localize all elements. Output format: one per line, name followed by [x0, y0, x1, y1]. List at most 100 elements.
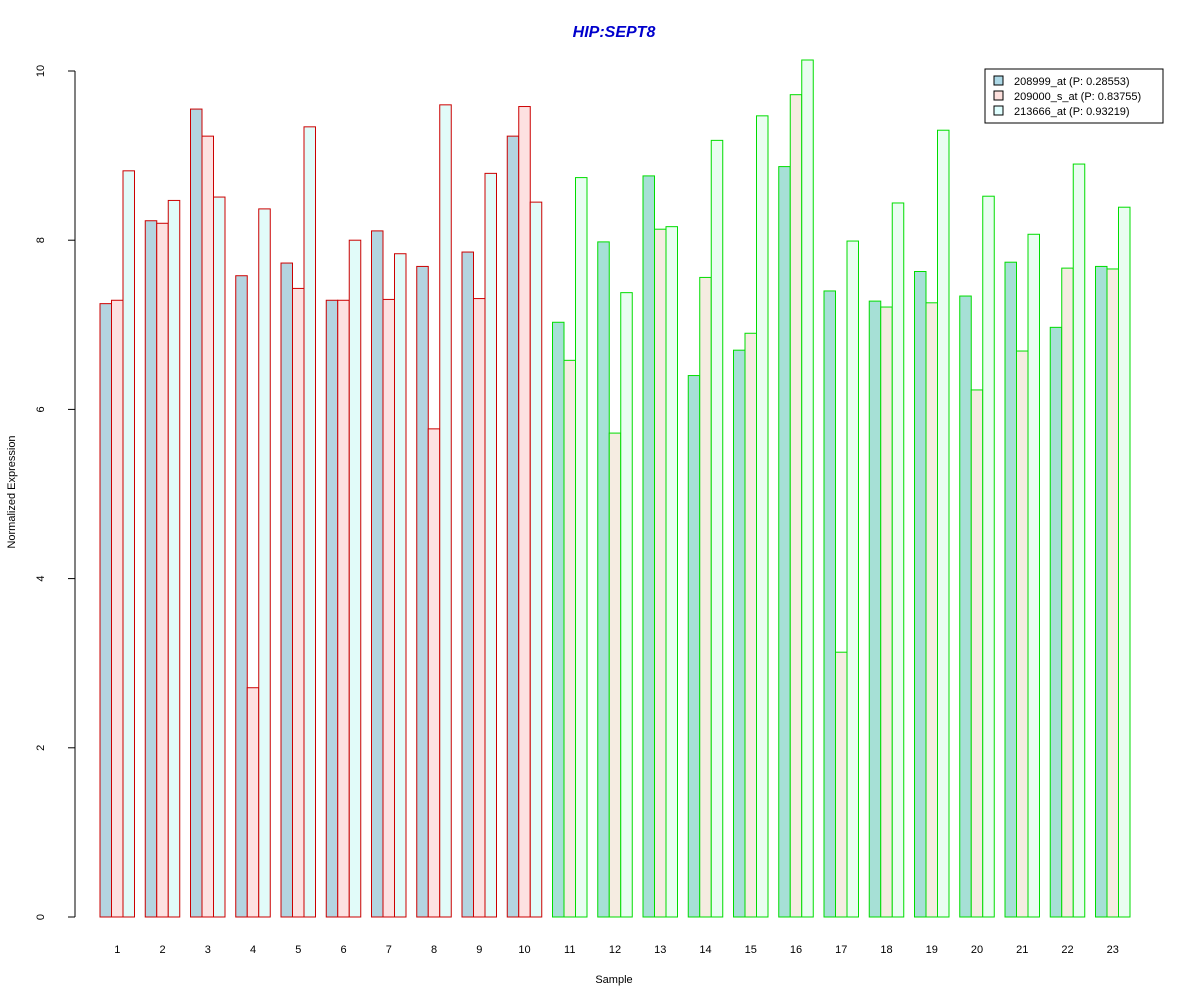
bar: [1049, 326, 1063, 918]
x-axis-label: Sample: [595, 974, 632, 986]
x-tick-label: 5: [295, 944, 301, 956]
bar: [427, 428, 441, 918]
bar: [744, 332, 757, 918]
x-tick-label: 18: [880, 944, 892, 956]
bar: [246, 687, 260, 918]
bar: [111, 299, 124, 918]
bar: [337, 299, 350, 918]
bar: [575, 177, 588, 918]
x-tick-label: 1: [114, 944, 120, 956]
x-tick-label: 13: [654, 944, 666, 956]
bar: [620, 292, 633, 918]
legend-label: 213666_at (P: 0.93219): [1014, 106, 1130, 118]
bar-group: [99, 59, 1131, 918]
bar: [914, 271, 927, 918]
x-tick-label: 15: [745, 944, 757, 956]
bar: [518, 106, 531, 918]
y-tick-label: 8: [35, 237, 47, 243]
bar: [597, 241, 610, 918]
bar: [1027, 233, 1040, 918]
bar: [201, 135, 214, 918]
bar: [959, 295, 972, 918]
bar: [280, 262, 293, 918]
x-tick-label: 6: [340, 944, 346, 956]
bar: [325, 299, 339, 918]
bar: [710, 139, 724, 918]
legend-box: [984, 68, 1164, 124]
bar: [846, 240, 859, 918]
y-tick-label: 4: [35, 576, 47, 582]
x-tick-label: 2: [159, 944, 165, 956]
bar: [699, 276, 712, 918]
y-tick-label: 6: [35, 406, 47, 412]
y-tick-label: 2: [35, 745, 47, 751]
bar: [167, 199, 181, 918]
x-tick-label: 14: [699, 944, 711, 956]
bar: [687, 375, 701, 918]
x-tick-label: 16: [790, 944, 802, 956]
x-tick-label: 20: [971, 944, 983, 956]
bar: [1106, 268, 1119, 918]
x-tick-label: 4: [250, 944, 256, 956]
legend-swatch: [993, 105, 1004, 116]
bar: [461, 251, 474, 918]
bar: [642, 175, 655, 918]
bar: [608, 432, 622, 918]
bar: [439, 104, 452, 918]
bar: [416, 265, 429, 918]
x-tick-label: 8: [431, 944, 437, 956]
x-tick-label: 21: [1016, 944, 1028, 956]
x-tick-label: 17: [835, 944, 847, 956]
bar: [1072, 163, 1086, 918]
x-tick-label: 9: [476, 944, 482, 956]
legend-swatch: [993, 75, 1004, 86]
bar: [937, 129, 950, 918]
bar: [868, 300, 882, 918]
bar: [665, 226, 678, 918]
x-tick-labels: 1 2 3 4 5 6 7 8 9 10 11 12 13 14 15 16 17 18 19 20 21 22 23: [114, 944, 1119, 956]
x-tick-label: 3: [205, 944, 211, 956]
bar: [303, 126, 316, 918]
y-tick-label: 0: [35, 914, 47, 920]
legend: 208999_at (P: 0.28553) 209000_s_at (P: 0…: [984, 68, 1164, 124]
bar: [1004, 261, 1017, 918]
bar: [1016, 350, 1029, 918]
bar: [156, 222, 169, 918]
x-tick-label: 11: [564, 944, 575, 956]
x-tick-label: 23: [1107, 944, 1119, 956]
bar: [506, 135, 520, 918]
x-tick-label: 12: [609, 944, 621, 956]
bar: [1061, 267, 1074, 918]
bar: [348, 239, 362, 918]
bar: [563, 359, 576, 918]
bar: [484, 172, 497, 918]
bar: [122, 170, 135, 918]
bar: [394, 253, 407, 918]
legend-swatch: [993, 90, 1004, 101]
legend-label: 209000_s_at (P: 0.83755): [1014, 91, 1141, 103]
bar: [99, 303, 112, 918]
chart-title: HIP:SEPT8: [573, 24, 656, 41]
x-tick-label: 22: [1061, 944, 1073, 956]
bar: [801, 59, 814, 918]
bar: [891, 202, 905, 918]
bar: [756, 115, 769, 918]
x-tick-label: 7: [386, 944, 392, 956]
x-tick-label: 10: [518, 944, 530, 956]
bar: [733, 349, 746, 918]
bar: [258, 208, 271, 918]
bar: [529, 201, 543, 918]
bar: [144, 220, 158, 918]
legend-label: 208999_at (P: 0.28553): [1014, 76, 1130, 88]
bar: [982, 195, 995, 918]
y-tick-label: 10: [35, 65, 47, 77]
x-tick-label: 19: [926, 944, 938, 956]
bar: [1095, 265, 1108, 918]
bar: [823, 290, 836, 918]
bar: [835, 651, 848, 918]
bar: [654, 228, 667, 918]
bar: [552, 321, 565, 918]
bar: [292, 287, 305, 918]
bar: [371, 230, 384, 918]
